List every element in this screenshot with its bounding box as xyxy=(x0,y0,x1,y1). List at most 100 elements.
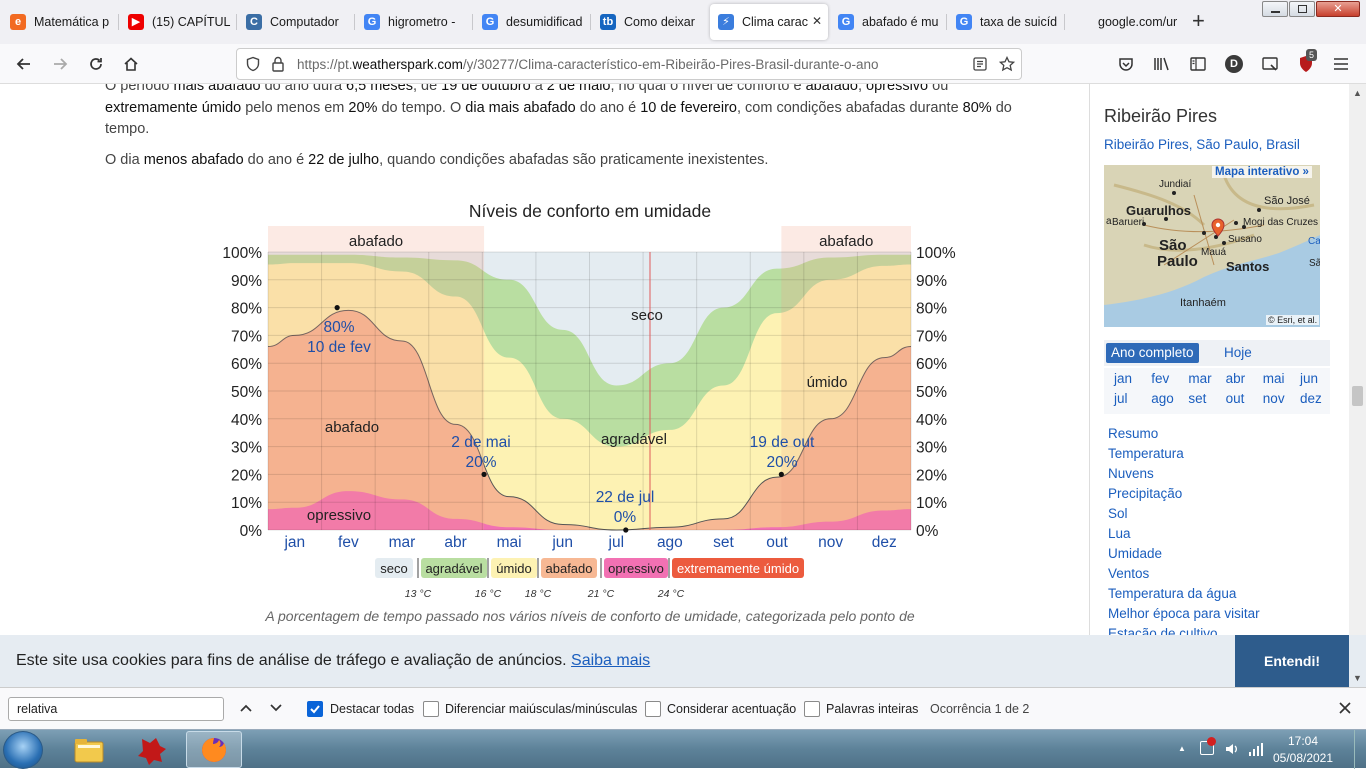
month-link-out[interactable]: out xyxy=(1225,391,1245,406)
scroll-up-arrow[interactable]: ▲ xyxy=(1353,88,1362,98)
pocket-icon[interactable] xyxy=(1114,52,1138,76)
lock-icon[interactable] xyxy=(271,56,285,75)
reader-view-icon[interactable] xyxy=(973,57,987,74)
month-link-abr[interactable]: abr xyxy=(1225,371,1246,386)
sidebar-toggle-icon[interactable] xyxy=(1186,52,1210,76)
volume-icon[interactable] xyxy=(1224,741,1240,760)
address-bar[interactable]: https://pt.weatherspark.com/y/30277/Clim… xyxy=(236,48,1022,80)
highlight-all-checkbox[interactable] xyxy=(307,701,323,717)
tab-today[interactable]: Hoje xyxy=(1224,345,1252,360)
tab-1[interactable]: ▶ (15) CAPÍTUL xyxy=(122,4,232,40)
tray-chevron-icon[interactable]: ▲ xyxy=(1178,744,1186,753)
scroll-down-arrow[interactable]: ▼ xyxy=(1353,673,1362,683)
new-tab-button[interactable]: + xyxy=(1192,8,1205,33)
tray-alert-icon[interactable] xyxy=(1200,737,1216,755)
sidebar-link-1[interactable]: Temperatura xyxy=(1108,446,1184,461)
home-icon[interactable] xyxy=(119,52,143,76)
match-case-label[interactable]: Diferenciar maiúsculas/minúsculas xyxy=(445,702,638,716)
match-case-checkbox[interactable] xyxy=(423,701,439,717)
match-diacritics-checkbox[interactable] xyxy=(645,701,661,717)
scrollbar-thumb[interactable] xyxy=(1352,386,1363,406)
whole-words-label[interactable]: Palavras inteiras xyxy=(826,702,919,716)
find-bar: relativa Destacar todas Diferenciar maiú… xyxy=(0,687,1366,729)
network-icon[interactable] xyxy=(1248,741,1264,760)
sidebar-link-0[interactable]: Resumo xyxy=(1108,426,1159,441)
ublock-shield-icon[interactable]: 5 xyxy=(1294,49,1318,76)
location-link[interactable]: Ribeirão Pires, São Paulo, Brasil xyxy=(1104,137,1300,152)
summary-paragraph-line2: extremamente úmido pelo menos em 20% do … xyxy=(105,100,1012,116)
window-close-button[interactable]: ✕ xyxy=(1316,1,1360,17)
close-tab-icon[interactable]: ✕ xyxy=(811,14,822,28)
find-next-icon[interactable] xyxy=(268,700,284,719)
file-explorer-icon[interactable] xyxy=(70,733,108,767)
sidebar-link-4[interactable]: Sol xyxy=(1108,506,1128,521)
screenshot-icon[interactable] xyxy=(1258,52,1282,76)
month-link-fev[interactable]: fev xyxy=(1151,371,1170,386)
chart-title: Níveis de conforto em umidade xyxy=(469,201,711,221)
month-link-nov[interactable]: nov xyxy=(1262,391,1285,406)
month-link-dez[interactable]: dez xyxy=(1300,391,1322,406)
month-link-set[interactable]: set xyxy=(1188,391,1207,406)
shield-icon[interactable] xyxy=(245,56,261,75)
find-input[interactable]: relativa xyxy=(8,697,224,721)
interactive-map-link[interactable]: Mapa interativo » xyxy=(1212,166,1312,178)
map-pin-icon[interactable] xyxy=(1211,218,1225,237)
page-scrollbar[interactable]: ▲ xyxy=(1349,84,1366,635)
sidebar-link-6[interactable]: Umidade xyxy=(1108,546,1163,561)
month-link-jan[interactable]: jan xyxy=(1114,371,1133,386)
start-button[interactable] xyxy=(3,731,43,769)
tab-separator xyxy=(236,14,237,30)
sidebar-link-8[interactable]: Temperatura da água xyxy=(1108,586,1237,601)
tab-0[interactable]: e Matemática p xyxy=(4,4,114,40)
close-find-bar-icon[interactable] xyxy=(1338,701,1352,718)
tab-5[interactable]: tb Como deixar xyxy=(594,4,704,40)
find-previous-icon[interactable] xyxy=(238,700,254,719)
account-avatar[interactable]: D xyxy=(1222,52,1246,76)
month-link-jun[interactable]: jun xyxy=(1300,371,1319,386)
show-desktop-button[interactable] xyxy=(1354,730,1366,769)
hamburger-menu-icon[interactable] xyxy=(1329,52,1353,76)
sidebar-link-7[interactable]: Ventos xyxy=(1108,566,1150,581)
month-link-mar[interactable]: mar xyxy=(1188,371,1212,386)
sidebar-link-3[interactable]: Precipitação xyxy=(1108,486,1183,501)
y-tick-left: 0% xyxy=(240,523,263,540)
back-icon[interactable] xyxy=(12,52,36,76)
sidebar-link-2[interactable]: Nuvens xyxy=(1108,466,1154,481)
match-diacritics-label[interactable]: Considerar acentuação xyxy=(667,702,797,716)
tab-2[interactable]: C Computador xyxy=(240,4,350,40)
month-link-jul[interactable]: jul xyxy=(1114,391,1128,406)
tab-label: desumidificad xyxy=(506,15,583,29)
highlight-all-label[interactable]: Destacar todas xyxy=(330,702,415,716)
tab-9[interactable]: google.com/url?sa xyxy=(1068,4,1178,40)
tab-full-year[interactable]: Ano completo xyxy=(1106,343,1199,363)
location-map[interactable]: Jundiaí Guarulhos São José Barueri Mogi das … xyxy=(1104,165,1320,327)
sidebar-link-9[interactable]: Melhor época para visitar xyxy=(1108,606,1260,621)
reload-icon[interactable] xyxy=(84,52,108,76)
bookmark-star-icon[interactable] xyxy=(998,55,1016,75)
chart-caption: A porcentagem de tempo passado nos vário… xyxy=(265,608,915,624)
month-link-ago[interactable]: ago xyxy=(1151,391,1174,406)
restore-button[interactable] xyxy=(1289,1,1315,17)
month-link-mai[interactable]: mai xyxy=(1262,371,1285,386)
red-app-icon[interactable] xyxy=(132,733,170,767)
legend-label: úmido xyxy=(496,561,531,576)
sidebar-link-10[interactable]: Estação de cultivo xyxy=(1108,626,1218,635)
y-tick-right: 20% xyxy=(916,467,947,484)
sidebar: Ribeirão Pires Ribeirão Pires, São Paulo… xyxy=(1089,84,1337,635)
firefox-taskbar-button[interactable] xyxy=(186,731,242,768)
clock-date[interactable]: 05/08/2021 xyxy=(1272,751,1334,765)
tab-6[interactable]: ⚡ Clima carac ✕ xyxy=(710,4,828,40)
learn-more-link[interactable]: Saiba mais xyxy=(571,652,651,669)
library-icon[interactable] xyxy=(1150,52,1174,76)
clock-time[interactable]: 17:04 xyxy=(1287,734,1319,748)
minimize-button[interactable] xyxy=(1262,1,1288,17)
forward-icon[interactable] xyxy=(48,52,72,76)
sidebar-link-5[interactable]: Lua xyxy=(1108,526,1131,541)
whole-words-checkbox[interactable] xyxy=(804,701,820,717)
accept-cookies-button[interactable]: Entendi! xyxy=(1235,635,1349,687)
url-text[interactable]: https://pt.weatherspark.com/y/30277/Clim… xyxy=(297,57,879,72)
